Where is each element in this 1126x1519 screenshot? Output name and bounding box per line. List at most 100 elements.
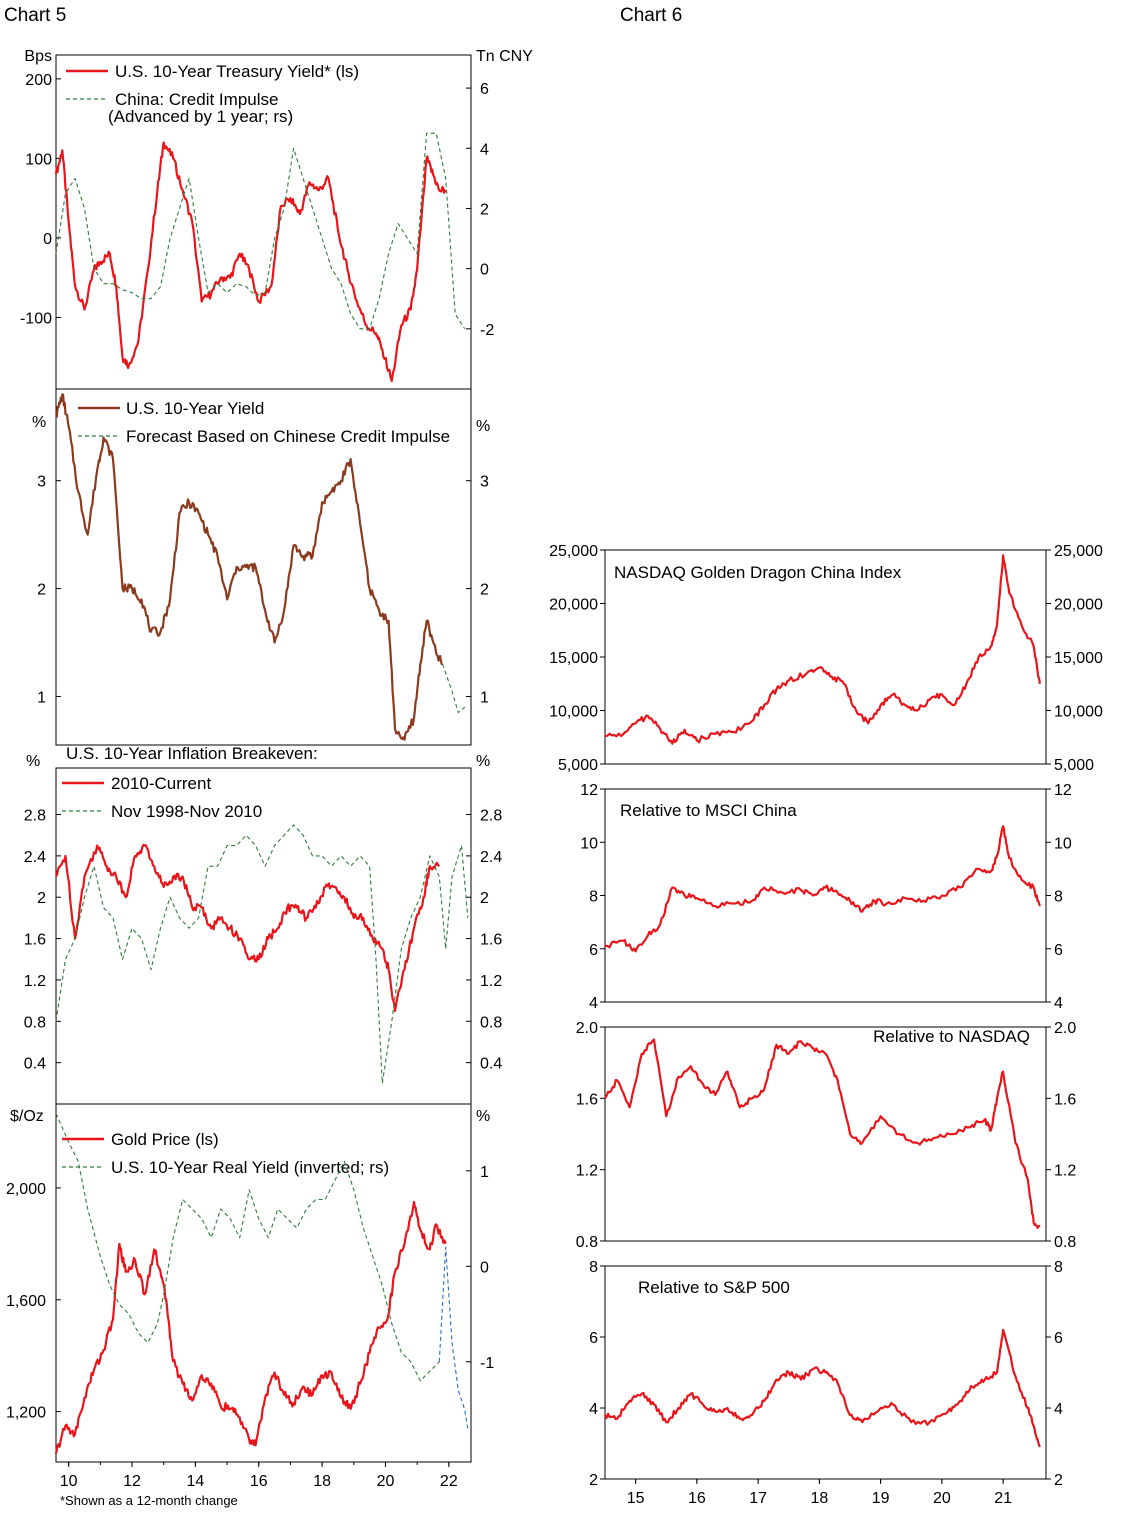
chart5-title: Chart 5: [4, 5, 66, 26]
y-tick-label-right: 1: [480, 689, 489, 706]
y-tick-label-right: 8: [1054, 889, 1063, 906]
y-tick-label-right: 15,000: [1054, 650, 1103, 667]
c6-panel1-title: NASDAQ Golden Dragon China Index: [614, 563, 902, 582]
y-tick-label-right: -1: [480, 1355, 494, 1372]
series-line-u-s-10-year-real-yield-inverted-rs: [55, 1113, 440, 1382]
panel4-legend-real-yield: U.S. 10-Year Real Yield (inverted; rs): [111, 1158, 389, 1177]
y-tick-label-right: 0: [480, 262, 489, 279]
c6-panel4-frame: [604, 1265, 1047, 1480]
x-tick-label: 19: [872, 1490, 890, 1507]
y-tick-label-right: 0.8: [1054, 1234, 1076, 1251]
c6-panel2-title: Relative to MSCI China: [620, 801, 797, 820]
y-tick-label-right: 4: [480, 141, 489, 158]
y-tick-label-right: 5,000: [1054, 757, 1094, 774]
x-tick-label: 15: [627, 1490, 645, 1507]
panel4-legend-gold: Gold Price (ls): [111, 1130, 219, 1149]
y-tick-label-left: -100: [20, 310, 52, 327]
y-tick-label-left: 100: [25, 151, 52, 168]
chart5-panel1: Bps Tn CNY U.S. 10-Year Treasury Yield* …: [24, 48, 533, 390]
chart-marks: 2001000-1006420-23213212.82.421.61.20.80…: [6, 72, 1103, 1507]
x-tick-label: 16: [688, 1490, 706, 1507]
y-tick-label-right: 12: [1054, 782, 1072, 799]
y-tick-label-left: 8: [589, 889, 598, 906]
y-tick-label-right: 0.4: [480, 1056, 502, 1073]
y-tick-label-left: 2: [37, 582, 46, 599]
c6-panel3-title: Relative to NASDAQ: [873, 1027, 1030, 1046]
panel1-ylabel-right: Tn CNY: [476, 48, 533, 65]
y-tick-label-right: 6: [480, 81, 489, 98]
y-tick-label-left: 1,200: [6, 1405, 46, 1422]
x-tick-label: 16: [250, 1473, 268, 1490]
c6-panel3-frame: [604, 1026, 1047, 1242]
x-tick-label: 14: [186, 1473, 204, 1490]
x-tick-label: 17: [749, 1490, 767, 1507]
y-tick-label-right: 10,000: [1054, 704, 1103, 721]
y-tick-label-right: 2.8: [480, 808, 502, 825]
y-tick-label-left: 0: [43, 231, 52, 248]
y-tick-label-left: 6: [589, 942, 598, 959]
panel3-ylabel-left: %: [26, 753, 40, 770]
y-tick-label-left: 2.4: [24, 849, 46, 866]
panel2-legend-yield: U.S. 10-Year Yield: [126, 399, 264, 418]
y-tick-label-left: 20,000: [549, 597, 598, 614]
y-tick-label-right: 2.4: [480, 849, 502, 866]
y-tick-label-right: 8: [1054, 1259, 1063, 1276]
y-tick-label-right: 20,000: [1054, 597, 1103, 614]
y-tick-label-left: 5,000: [558, 757, 598, 774]
panel4-frame: [55, 1103, 472, 1463]
series-line-forecast-based-on-chinese-credit-impulse: [441, 663, 466, 714]
y-tick-label-right: 2.0: [1054, 1020, 1076, 1037]
panel3-legend-current: 2010-Current: [111, 774, 211, 793]
x-tick-label: 20: [377, 1473, 395, 1490]
y-tick-label-right: -2: [480, 322, 494, 339]
y-tick-label-right: 25,000: [1054, 543, 1103, 560]
series-line-relative-to-s-p-500: [604, 1328, 1041, 1448]
panel1-ylabel-left: Bps: [24, 48, 52, 65]
y-tick-label-left: 2: [589, 1472, 598, 1489]
panel4-ylabel-right: %: [476, 1108, 490, 1125]
panel1-legend-impulse: China: Credit Impulse: [115, 90, 278, 109]
panel4-ylabel-left: $/Oz: [10, 1108, 44, 1125]
y-tick-label-right: 2: [480, 201, 489, 218]
y-tick-label-left: 1.2: [24, 973, 46, 990]
y-tick-label-left: 1,600: [6, 1293, 46, 1310]
series-line-relative-to-msci-china: [604, 825, 1041, 953]
y-tick-label-right: 10: [1054, 835, 1072, 852]
y-tick-label-left: 15,000: [549, 650, 598, 667]
y-tick-label-right: 2: [1054, 1472, 1063, 1489]
panel2-ylabel-left: %: [32, 414, 46, 431]
y-tick-label-right: 4: [1054, 1401, 1063, 1418]
y-tick-label-left: 12: [580, 782, 598, 799]
series-line-u-s-10-year-treasury-yield-ls: [54, 141, 447, 383]
x-tick-label: 21: [994, 1490, 1012, 1507]
y-tick-label-left: 1.6: [576, 1091, 598, 1108]
series-line-u-s-10-year-yield: [55, 393, 443, 741]
y-tick-label-right: 6: [1054, 942, 1063, 959]
chart5-panel3: U.S. 10-Year Inflation Breakeven: % % 20…: [26, 744, 490, 1105]
panel3-ylabel-right: %: [476, 753, 490, 770]
y-tick-label-left: 10,000: [549, 704, 598, 721]
series-line-nov-1998-nov-2010: [55, 824, 469, 1084]
y-tick-label-left: 2.8: [24, 808, 46, 825]
y-tick-label-left: 2,000: [6, 1181, 46, 1198]
y-tick-label-left: 2.0: [576, 1020, 598, 1037]
y-tick-label-left: 4: [589, 995, 598, 1012]
y-tick-label-left: 1: [37, 689, 46, 706]
panel3-title: U.S. 10-Year Inflation Breakeven:: [66, 744, 318, 763]
panel1-legend-yield: U.S. 10-Year Treasury Yield* (ls): [115, 62, 359, 81]
series-line-china-credit-impulse-advanced-by-1-year-rs: [55, 132, 466, 330]
series-line-gold-price-ls: [54, 1200, 447, 1454]
y-tick-label-left: 6: [589, 1330, 598, 1347]
y-tick-label-right: 1.2: [480, 973, 502, 990]
panel3-legend-past: Nov 1998-Nov 2010: [111, 802, 262, 821]
y-tick-label-left: 0.4: [24, 1056, 46, 1073]
chart6-panel3: Relative to NASDAQ: [604, 1026, 1047, 1242]
y-tick-label-left: 1.2: [576, 1163, 598, 1180]
chart5-panel2: % % U.S. 10-Year Yield Forecast Based on…: [32, 388, 490, 746]
x-tick-label: 18: [810, 1490, 828, 1507]
x-tick-label: 22: [440, 1473, 458, 1490]
chart5-panel4: $/Oz % Gold Price (ls) U.S. 10-Year Real…: [10, 1103, 490, 1508]
y-tick-label-right: 1.6: [480, 932, 502, 949]
